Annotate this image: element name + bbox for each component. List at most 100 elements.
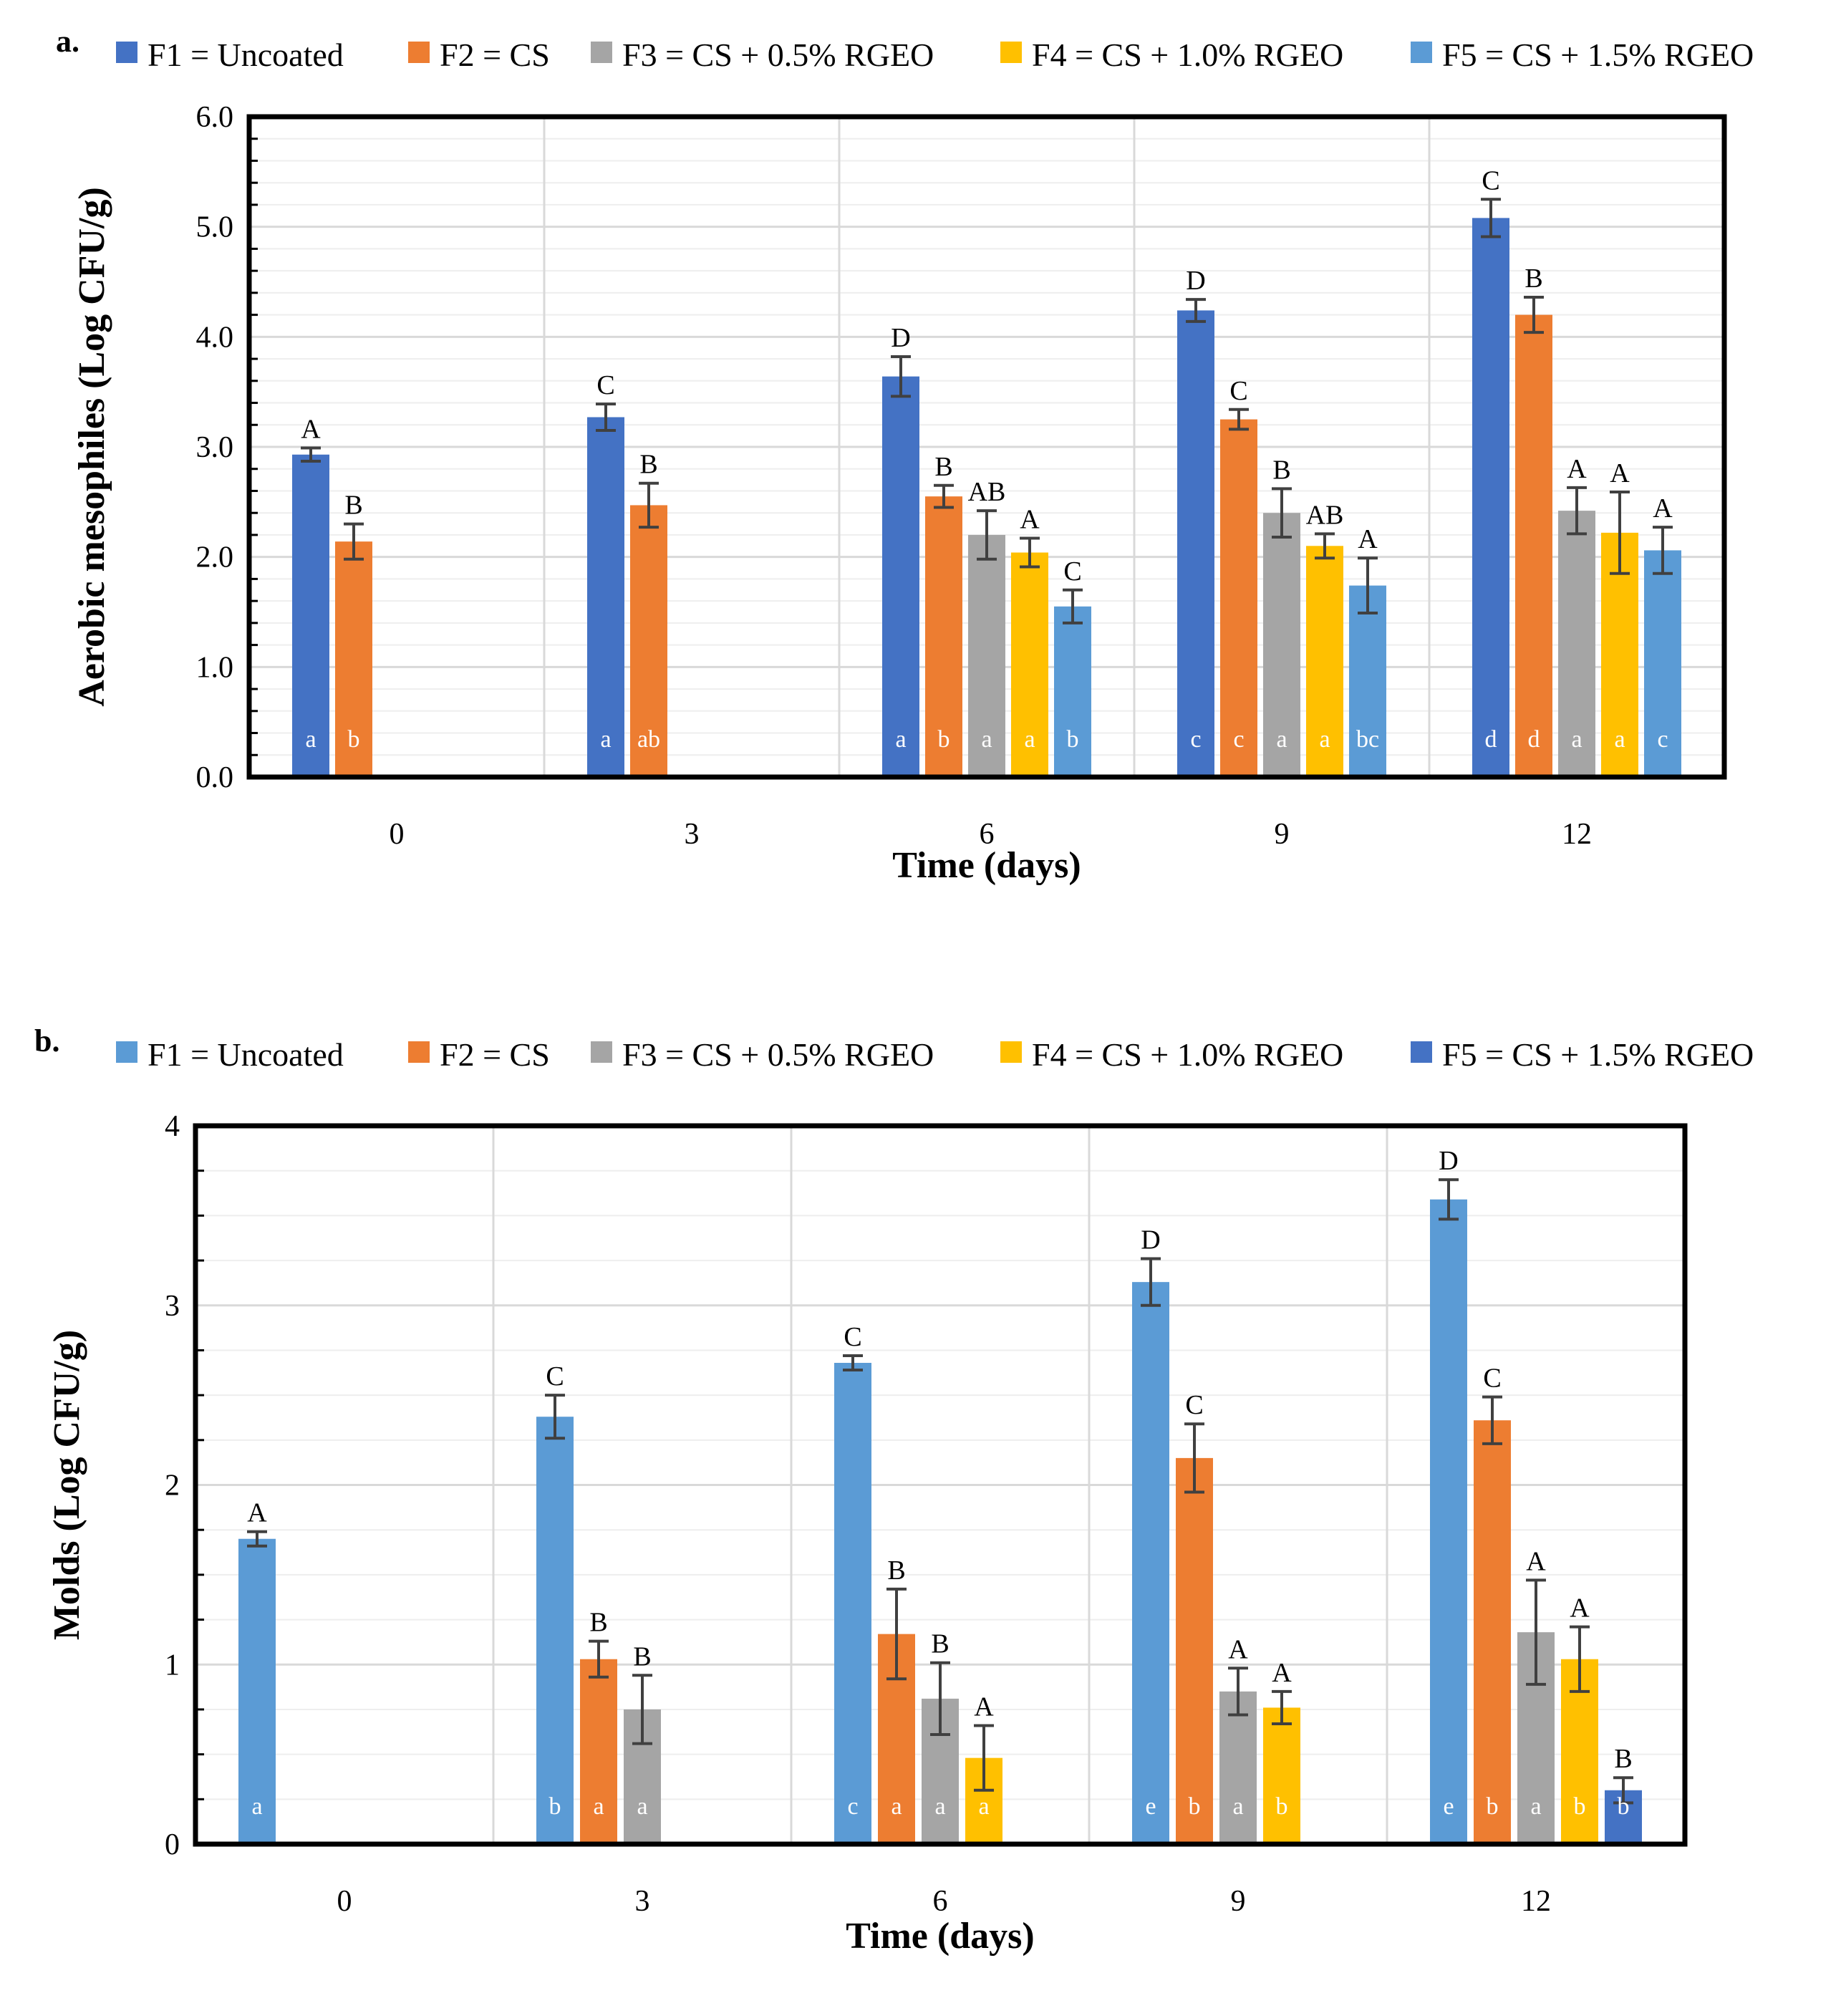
bar-4-day-9 — [1306, 546, 1343, 777]
significance-letter-upper: A — [1020, 505, 1040, 535]
panel-label: b. — [34, 1023, 59, 1058]
bar-1-day-9 — [1132, 1282, 1169, 1844]
bar-1-day-6 — [882, 376, 919, 777]
legend-label-2: F2 = CS — [440, 1036, 550, 1073]
legend-label-3: F3 = CS + 0.5% RGEO — [622, 37, 934, 73]
y-axis-title: Molds (Log CFU/g) — [47, 1330, 87, 1640]
significance-letter-upper: A — [974, 1692, 994, 1722]
significance-letter-lower: e — [1145, 1793, 1156, 1820]
bar-2-day-12 — [1515, 314, 1552, 778]
significance-letter-upper: AB — [1306, 500, 1344, 530]
plot-frame — [193, 1123, 1688, 1847]
bar-4-day-9 — [1263, 1707, 1300, 1844]
significance-letter-upper: AB — [968, 477, 1006, 507]
panel-label: a. — [56, 24, 79, 59]
significance-letter-lower: a — [305, 726, 316, 753]
x-tick-label: 0 — [337, 1885, 352, 1918]
y-tick-label: 5.0 — [196, 211, 234, 244]
significance-letter-lower: a — [1571, 726, 1582, 753]
bar-3-day-9 — [1219, 1691, 1257, 1844]
significance-letter-lower: c — [847, 1793, 858, 1820]
significance-letter-upper: B — [639, 450, 657, 480]
chart-molds: b. F1 = Uncoated F2 = CS F3 = CS + 0.5% RGE… — [34, 1023, 1754, 1957]
significance-letter-upper: C — [1185, 1390, 1203, 1420]
bar-1-day-12 — [1472, 218, 1509, 778]
legend-label-5: F5 = CS + 1.5% RGEO — [1442, 37, 1754, 73]
bar-1-day-12 — [1430, 1199, 1467, 1844]
y-tick-label: 1.0 — [196, 651, 234, 684]
significance-letter-upper: B — [633, 1641, 651, 1672]
significance-letter-upper: A — [1526, 1546, 1546, 1576]
x-tick-label: 6 — [933, 1885, 948, 1918]
significance-letter-lower: ab — [637, 726, 660, 753]
y-tick-label: 4 — [165, 1110, 180, 1143]
significance-letter-lower: c — [1233, 726, 1244, 753]
significance-letter-lower: a — [978, 1793, 989, 1820]
significance-letter-upper: A — [1272, 1658, 1292, 1688]
legend-label-3: F3 = CS + 0.5% RGEO — [622, 1036, 934, 1073]
bar-5-day-12 — [1644, 550, 1681, 777]
bar-2-day-3 — [580, 1659, 617, 1844]
significance-letter-upper: C — [546, 1361, 564, 1392]
significance-letter-lower: a — [895, 726, 906, 753]
significance-letter-lower: b — [1487, 1793, 1499, 1820]
bar-2-day-12 — [1474, 1420, 1511, 1844]
bar-2-day-9 — [1176, 1457, 1213, 1844]
legend-swatch-4 — [1000, 42, 1022, 63]
significance-letter-lower: b — [1574, 1793, 1586, 1820]
x-tick-label: 3 — [685, 818, 700, 851]
significance-letter-lower: b — [938, 726, 950, 753]
bar-3-day-6 — [968, 534, 1005, 777]
y-tick-label: 4.0 — [196, 321, 234, 354]
significance-letter-upper: D — [1439, 1146, 1458, 1176]
x-tick-label: 9 — [1231, 1885, 1246, 1918]
significance-letter-upper: C — [844, 1322, 861, 1352]
y-tick-label: 2.0 — [196, 541, 234, 574]
significance-letter-upper: D — [1186, 266, 1205, 296]
significance-letter-upper: A — [1610, 458, 1630, 488]
significance-letter-lower: a — [1276, 726, 1287, 753]
legend-label-2: F2 = CS — [440, 37, 550, 73]
legend-label-5: F5 = CS + 1.5% RGEO — [1442, 1036, 1754, 1073]
x-tick-label: 0 — [390, 818, 405, 851]
legend-swatch-2 — [408, 1041, 430, 1063]
bar-1-day-9 — [1177, 310, 1214, 777]
significance-letter-lower: b — [1276, 1793, 1288, 1820]
legend-label-1: F1 = Uncoated — [148, 37, 344, 73]
significance-letter-lower: a — [600, 726, 611, 753]
bar-1-day-3 — [536, 1417, 574, 1844]
significance-letter-lower: a — [1024, 726, 1035, 753]
significance-letter-upper: A — [1570, 1593, 1590, 1624]
bar-3-day-12 — [1558, 511, 1595, 777]
significance-letter-upper: D — [891, 323, 910, 353]
significance-letter-upper: B — [887, 1556, 905, 1586]
significance-letter-upper: A — [301, 415, 321, 445]
significance-letter-upper: C — [1483, 1364, 1501, 1394]
x-tick-label: 12 — [1562, 818, 1592, 851]
x-tick-label: 12 — [1521, 1885, 1551, 1918]
x-axis-title: Time (days) — [846, 1916, 1034, 1957]
x-tick-label: 6 — [980, 818, 995, 851]
significance-letter-lower: a — [981, 726, 992, 753]
bar-1-day-6 — [834, 1362, 871, 1844]
significance-letter-upper: B — [344, 491, 362, 521]
legend-swatch-4 — [1000, 1041, 1022, 1063]
bar-1-day-3 — [587, 417, 624, 777]
x-tick-label: 9 — [1275, 818, 1290, 851]
significance-letter-upper: B — [1272, 455, 1290, 485]
bar-1-day-0 — [238, 1538, 276, 1844]
legend-label-1: F1 = Uncoated — [148, 1036, 344, 1073]
x-axis-title: Time (days) — [892, 845, 1081, 886]
plot-frame — [246, 114, 1727, 780]
significance-letter-upper: B — [589, 1608, 607, 1638]
significance-letter-lower: a — [251, 1793, 262, 1820]
y-tick-label: 0.0 — [196, 761, 234, 794]
bar-3-day-9 — [1263, 513, 1300, 777]
chart-aerobic-mesophiles: a. F1 = Uncoated F2 = CS F3 = CS + 0.5% RGE… — [56, 24, 1754, 886]
significance-letter-upper: B — [934, 452, 952, 482]
legend-label-4: F4 = CS + 1.0% RGEO — [1032, 1036, 1343, 1073]
y-tick-label: 2 — [165, 1470, 180, 1503]
legend-label-4: F4 = CS + 1.0% RGEO — [1032, 37, 1343, 73]
significance-letter-lower: a — [1530, 1793, 1541, 1820]
